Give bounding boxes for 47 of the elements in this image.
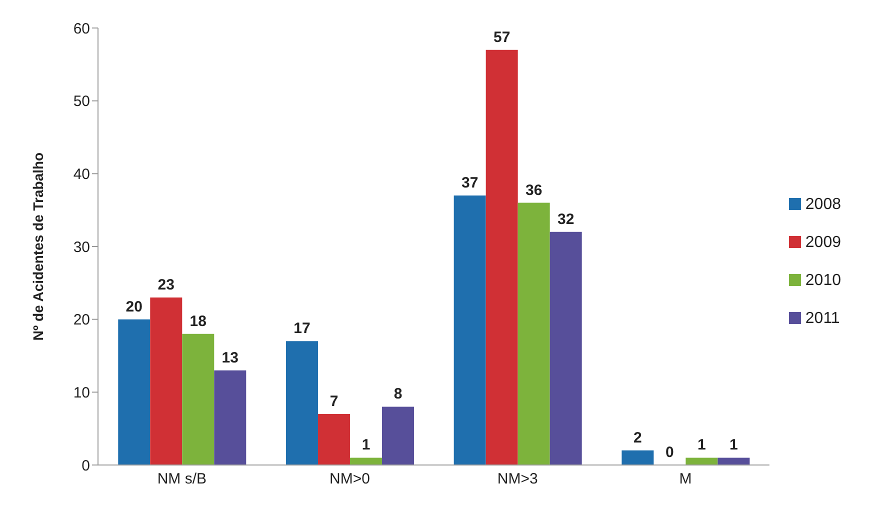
y-tick-label: 20: [73, 312, 90, 329]
data-label: 36: [526, 182, 542, 199]
y-tick-label: 60: [73, 20, 90, 38]
y-axis-title: Nº de Acidentes de Trabalho: [30, 152, 46, 341]
data-label: 13: [222, 349, 238, 366]
bar: [286, 341, 318, 465]
data-label: 7: [330, 393, 338, 410]
y-tick-label: 40: [73, 166, 90, 183]
data-label: 18: [190, 312, 206, 330]
x-tick-label: M: [679, 470, 692, 488]
data-label: 17: [294, 320, 310, 338]
data-label: 2: [634, 429, 642, 446]
bar: [686, 458, 718, 465]
bar: [622, 450, 654, 465]
data-label: 1: [362, 436, 370, 454]
x-tick-label: NM>0: [330, 470, 370, 488]
data-label: 1: [730, 436, 738, 454]
bar: [118, 319, 150, 465]
legend-label: 2011: [805, 310, 840, 326]
bar: [182, 334, 214, 465]
y-tick-label: 0: [82, 457, 90, 474]
bar: [550, 232, 582, 465]
bar: [214, 370, 246, 465]
x-tick-label: NM s/B: [157, 470, 207, 488]
bar: [350, 458, 382, 465]
data-label: 8: [394, 386, 402, 403]
data-label: 23: [158, 276, 174, 294]
bar: [486, 50, 518, 465]
data-label: 37: [462, 174, 478, 192]
data-label: 20: [126, 298, 142, 316]
bar: [318, 414, 350, 465]
data-label: 32: [558, 210, 574, 228]
bar: [518, 202, 550, 465]
y-tick-label: 30: [73, 238, 90, 256]
y-tick-label: 50: [73, 93, 90, 110]
bar: [382, 406, 414, 465]
x-tick-label: NM>3: [497, 470, 538, 488]
legend-label: 2009: [805, 234, 841, 250]
data-label: 1: [698, 436, 706, 454]
data-label: 0: [666, 444, 674, 461]
legend-label: 2008: [805, 196, 841, 212]
legend-label: 2010: [805, 272, 841, 288]
data-label: 57: [494, 28, 510, 46]
y-tick-label: 10: [73, 384, 90, 402]
bar: [718, 458, 750, 465]
bar: [454, 196, 486, 465]
bar: [150, 297, 182, 465]
